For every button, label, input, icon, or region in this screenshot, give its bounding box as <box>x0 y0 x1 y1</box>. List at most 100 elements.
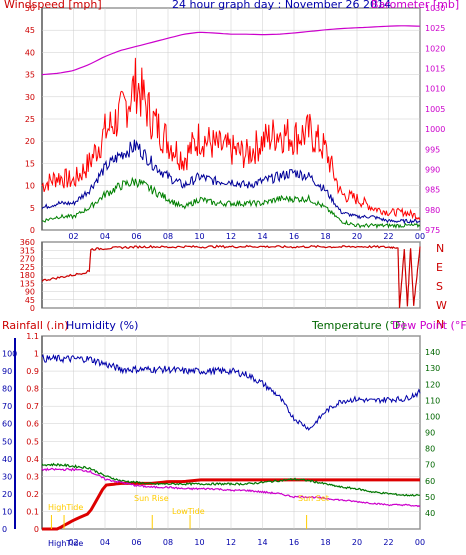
baro-tick-label: 975 <box>425 226 440 235</box>
direction-grid <box>42 241 421 309</box>
series-direction <box>41 244 421 309</box>
event-label: Sun Set <box>298 494 329 503</box>
rain-tick-label: 0.3 <box>26 472 39 481</box>
temp-x-tick-label: 08 <box>163 538 173 547</box>
humidity-tick-label: 20 <box>2 490 12 499</box>
temp-x-tick-label: 02 <box>68 538 78 547</box>
event-label: HighTide <box>48 503 83 512</box>
baro-tick-label: 1020 <box>425 44 445 53</box>
dir-tick-label: 90 <box>25 288 35 297</box>
dir-tick-label: 225 <box>20 263 35 272</box>
wind-x-tick-label: 00 <box>415 232 425 241</box>
humidity-label: Humidity (%) <box>66 319 139 332</box>
wind-tick-label: 0 <box>30 226 35 235</box>
dir-tick-label: 270 <box>20 255 35 264</box>
baro-tick-label: 985 <box>425 186 440 195</box>
temp-x-ticks: 02 04 06 08 10 12 14 16 18 20 22 00 <box>68 538 425 547</box>
temp-tick-label: 140 <box>425 348 440 357</box>
temp-x-tick-label: 00 <box>415 538 425 547</box>
temp-x-tick-label: 14 <box>257 538 267 547</box>
temp-tick-label: 130 <box>425 364 440 373</box>
series-humidity <box>41 353 421 431</box>
wind-series <box>41 25 421 230</box>
dir-tick-label: 135 <box>20 279 35 288</box>
humidity-tick-label: 10 <box>2 507 12 516</box>
rain-tick-label: 0 <box>34 525 39 534</box>
temp-tick-label: 70 <box>425 461 435 470</box>
baro-tick-label: 1025 <box>425 24 445 33</box>
temperature-label: Temperature (°F) <box>312 319 406 332</box>
baro-tick-label: 1030 <box>425 4 445 13</box>
dir-tick-label: 0 <box>30 304 35 313</box>
rain-tick-label: 0.7 <box>26 402 39 411</box>
temp-tick-label: 120 <box>425 380 440 389</box>
humidity-tick-label: 30 <box>2 472 12 481</box>
event-label: Sun Rise <box>134 494 169 503</box>
dewpoint-label: Dew Point (°F) <box>392 319 466 332</box>
humidity-tick-label: 60 <box>2 420 12 429</box>
rain-tick-label: 0.1 <box>26 507 39 516</box>
humidity-ticks: 0 10 20 30 40 50 60 70 80 90 100 <box>2 350 17 534</box>
wind-tick-label: 50 <box>25 4 35 13</box>
rain-tick-label: 0.6 <box>26 420 39 429</box>
wind-grid <box>42 7 421 231</box>
wind-x-tick-label: 20 <box>352 232 362 241</box>
series-wind_low <box>42 176 421 230</box>
barometer-label: Barometer [mb] <box>371 0 460 11</box>
rain-tick-label: 1.1 <box>26 332 39 341</box>
wind-tick-label: 20 <box>25 137 35 146</box>
dir-tick-label: 315 <box>20 246 35 255</box>
wind-x-ticks: 02 04 06 08 10 12 14 16 18 20 22 00 <box>68 232 425 241</box>
series-dewpoint <box>41 467 421 508</box>
temp-tick-label: 100 <box>425 412 440 421</box>
temp-x-tick-label: 10 <box>194 538 204 547</box>
wind-x-tick-label: 16 <box>289 232 299 241</box>
temp-tick-label: 40 <box>425 509 435 518</box>
temp-x-tick-label: 04 <box>100 538 110 547</box>
compass-tick-label: W <box>436 299 447 312</box>
temp-series <box>41 353 421 531</box>
humidity-tick-label: 90 <box>2 367 12 376</box>
wind-x-tick-label: 12 <box>226 232 236 241</box>
baro-tick-label: 980 <box>425 206 440 215</box>
chart-title: 24 hour graph day : November 26 2014 <box>172 0 392 11</box>
temp-x-tick-label: 22 <box>383 538 393 547</box>
temperature-right-ticks: 40 50 60 70 80 90 100 110 120 130 140 <box>425 348 440 518</box>
humidity-tick-label: 40 <box>2 455 12 464</box>
wind-x-tick-label: 06 <box>131 232 141 241</box>
temp-x-tick-label: 16 <box>289 538 299 547</box>
series-temperature <box>41 462 421 497</box>
baro-tick-label: 1010 <box>425 85 445 94</box>
wind-tick-label: 40 <box>25 48 35 57</box>
rain-tick-label: 0.9 <box>26 367 39 376</box>
baro-tick-label: 1015 <box>425 65 445 74</box>
rain-tick-label: 0.8 <box>26 385 39 394</box>
baro-tick-label: 990 <box>425 165 440 174</box>
compass-tick-label: S <box>436 280 443 293</box>
compass-tick-label: N <box>436 242 444 255</box>
rain-tick-label: 1 <box>34 350 39 359</box>
wind-tick-label: 15 <box>25 159 35 168</box>
humidity-tick-label: 0 <box>2 525 7 534</box>
humidity-tick-label: 100 <box>2 350 17 359</box>
wind-x-tick-label: 10 <box>194 232 204 241</box>
humidity-tick-label: 50 <box>2 437 12 446</box>
temp-x-tick-label: 12 <box>226 538 236 547</box>
wind-tick-label: 45 <box>25 26 35 35</box>
temp-tick-label: 110 <box>425 396 440 405</box>
temp-x-tick-label: 06 <box>131 538 141 547</box>
rain-tick-label: 0.5 <box>26 437 39 446</box>
rain-tick-label: 0.4 <box>26 455 39 464</box>
wind-tick-label: 35 <box>25 71 35 80</box>
wind-left-ticks: 0 5 10 15 20 25 30 35 40 45 50 <box>25 4 35 235</box>
wind-x-tick-label: 18 <box>320 232 330 241</box>
series-barometer <box>41 25 421 76</box>
wind-x-tick-label: 22 <box>383 232 393 241</box>
series-avg_wind <box>41 139 421 225</box>
temp-tick-label: 90 <box>425 429 435 438</box>
